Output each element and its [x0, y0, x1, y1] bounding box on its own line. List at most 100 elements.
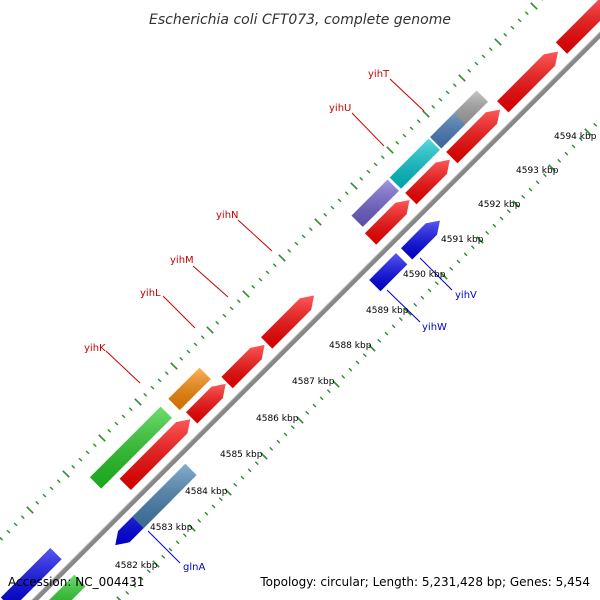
tick-mark: [188, 524, 196, 532]
tick-mark: [240, 475, 245, 480]
tick-mark: [121, 414, 126, 419]
tick-mark: [359, 176, 364, 181]
tick-mark: [458, 74, 466, 82]
tick-mark: [278, 254, 286, 262]
gene-feature-shade: [446, 109, 500, 164]
tick-mark: [170, 362, 178, 370]
tick-mark: [35, 500, 40, 505]
tick-mark: [404, 308, 412, 316]
tick-mark: [222, 313, 227, 318]
tick-mark: [362, 353, 367, 358]
gene-feature-shade: [0, 548, 62, 600]
gene-label-yihm: yihM: [170, 255, 194, 266]
tick-mark: [355, 360, 360, 365]
tick-mark: [337, 198, 342, 203]
tick-mark: [71, 464, 76, 469]
tick-mark: [276, 439, 281, 444]
gene-labels-top: yihK yihL yihM yihN yihU yihT: [84, 69, 390, 354]
tick-mark: [427, 288, 432, 293]
tick-mark: [56, 479, 61, 484]
tick-mark: [521, 194, 526, 199]
gene-label-yihl: yihL: [140, 288, 161, 299]
tick-mark: [456, 259, 461, 264]
tick-mark: [463, 252, 468, 257]
tick-mark: [260, 452, 268, 460]
tick-mark: [134, 398, 142, 406]
tick-mark: [530, 2, 538, 10]
gene-feature-shade: [351, 179, 399, 227]
tick-mark: [215, 320, 220, 325]
tick-mark: [294, 241, 299, 246]
gene-feature-shade: [89, 406, 172, 489]
tick-mark: [584, 128, 592, 136]
tick-mark: [467, 68, 472, 73]
tick-mark: [476, 236, 484, 244]
tick-mark: [265, 270, 270, 275]
tick-mark: [78, 457, 83, 462]
gene-label-yihn: yihN: [216, 210, 239, 221]
tick-mark: [380, 155, 385, 160]
tick-mark: [386, 146, 394, 154]
tick-mark: [350, 182, 358, 190]
tick-mark: [92, 443, 97, 448]
tick-mark: [164, 371, 169, 376]
tick-mark: [146, 569, 151, 574]
tick-mark: [182, 533, 187, 538]
tick-mark: [128, 407, 133, 412]
tick-mark: [179, 356, 184, 361]
tick-mark: [132, 583, 137, 588]
gene-label-yiht: yihT: [368, 69, 390, 80]
tick-mark: [224, 488, 232, 496]
tick-mark: [143, 392, 148, 397]
tick-mark: [116, 596, 122, 600]
tick-mark: [229, 306, 234, 311]
accession-text: Accession: NC_004431: [8, 575, 144, 589]
tick-mark: [326, 389, 331, 394]
tick-mark: [517, 18, 522, 23]
tick-mark: [368, 344, 376, 352]
gene-feature-shade: [49, 574, 86, 600]
tick-mark: [557, 158, 562, 163]
tick-mark: [107, 428, 112, 433]
tick-mark: [152, 560, 160, 568]
gene-feature-shade: [132, 463, 197, 529]
tick-mark: [236, 299, 241, 304]
gene-label-yihw: yihW: [422, 322, 447, 333]
tick-mark: [314, 218, 322, 226]
tick-mark: [287, 248, 292, 253]
tick-mark: [211, 504, 216, 509]
tick-mark: [416, 119, 421, 124]
tick-mark: [197, 518, 202, 523]
tick-mark: [330, 205, 335, 210]
tick-mark: [512, 200, 520, 208]
tick-mark: [420, 295, 425, 300]
tick-mark: [114, 421, 119, 426]
tick-mark: [449, 266, 454, 271]
tick-mark: [431, 104, 436, 109]
tick-mark: [377, 338, 382, 343]
gene-feature-shade: [555, 0, 600, 54]
tick-mark: [168, 547, 173, 552]
tick-mark: [434, 281, 439, 286]
tick-mark: [269, 446, 274, 451]
tick-mark: [542, 173, 547, 178]
gene-label-glna: glnA: [183, 562, 205, 573]
tick-mark: [402, 133, 407, 138]
callout-lines: [105, 78, 453, 564]
tick-mark: [233, 482, 238, 487]
tick-mark: [341, 374, 346, 379]
tick-mark: [438, 97, 443, 102]
tick-mark: [535, 180, 540, 185]
tick-mark: [139, 576, 144, 581]
scale-labels: 4582 kbp 4583 kbp 4584 kbp 4585 kbp 4586…: [115, 132, 597, 571]
tick-mark: [503, 32, 508, 37]
tick-mark: [62, 470, 70, 478]
gene-label-yihu: yihU: [329, 103, 351, 114]
scale-label: 4591 kbp: [441, 235, 484, 245]
gene-feature-shade: [497, 51, 558, 113]
scale-label: 4593 kbp: [516, 166, 559, 176]
tick-mark: [422, 110, 430, 118]
tick-mark: [485, 230, 490, 235]
gene-feature-shade: [369, 253, 408, 292]
